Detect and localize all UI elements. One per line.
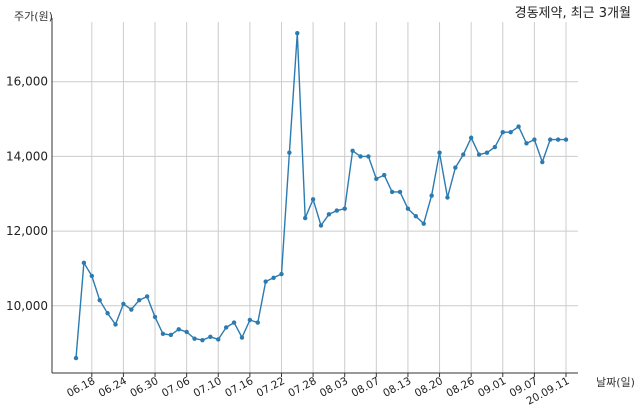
data-point (239, 335, 245, 340)
x-tick-label: 08.20 (413, 375, 445, 400)
data-point (437, 150, 442, 155)
data-point (516, 124, 521, 129)
data-point (421, 221, 426, 226)
data-point (144, 294, 150, 299)
data-point (461, 152, 466, 157)
x-tick-label: 08.07 (350, 375, 382, 400)
data-point (342, 206, 347, 211)
data-point (271, 275, 276, 280)
axes (51, 18, 578, 377)
grid-lines (52, 22, 578, 373)
data-point (397, 189, 403, 195)
data-point (160, 331, 166, 336)
data-point (524, 141, 529, 146)
data-point (168, 332, 174, 338)
data-point (540, 159, 545, 165)
x-axis-label: 날짜(일) (596, 375, 635, 389)
y-tick-labels: 10,000 12,000 14,000 16,000 (6, 75, 48, 313)
data-point (287, 150, 292, 155)
data-point (255, 320, 260, 325)
data-point (129, 307, 134, 312)
data-point (476, 152, 482, 157)
data-point (563, 137, 569, 142)
data-point (302, 215, 308, 221)
data-point (500, 129, 505, 135)
data-point (216, 337, 221, 342)
data-point (382, 172, 387, 178)
x-tick-label: 07.22 (255, 375, 287, 400)
data-point (532, 137, 537, 142)
data-point (453, 165, 458, 170)
data-point (492, 144, 498, 150)
x-tick-label: 06.30 (128, 375, 160, 400)
data-point (445, 195, 450, 200)
data-point (200, 337, 205, 343)
data-point (89, 273, 95, 279)
data-point (366, 154, 371, 159)
data-point (334, 208, 340, 213)
data-points-group (73, 31, 569, 361)
data-point (350, 148, 355, 154)
data-point (176, 327, 181, 332)
data-point (279, 271, 284, 277)
y-tick-label: 12,000 (6, 224, 48, 238)
data-point (508, 129, 513, 135)
data-point (81, 260, 87, 266)
data-point (152, 314, 158, 320)
x-tick-label: 09.01 (476, 375, 508, 400)
data-point (223, 325, 229, 330)
data-point (484, 150, 490, 155)
data-point (97, 297, 102, 303)
data-point (121, 301, 126, 307)
data-point (547, 137, 553, 142)
x-tick-label: 08.03 (318, 375, 350, 400)
data-point (137, 297, 142, 303)
data-point (374, 176, 379, 182)
y-tick-label: 14,000 (6, 149, 48, 163)
data-point (231, 320, 237, 325)
y-tick-label: 16,000 (6, 75, 48, 89)
data-point (105, 311, 110, 316)
data-point (318, 223, 324, 228)
data-point (468, 135, 474, 140)
chart-title: 경동제약, 최근 3개월 (515, 6, 631, 21)
data-point (184, 329, 189, 335)
data-point (208, 334, 213, 339)
data-point (310, 197, 316, 202)
data-point (555, 137, 561, 142)
data-point (413, 213, 419, 219)
data-point (263, 279, 268, 284)
x-tick-label: 08.13 (381, 375, 413, 400)
x-tick-label: 06.24 (97, 375, 129, 400)
data-point (358, 154, 363, 159)
x-tick-labels: 06.18 06.24 06.30 07.06 07.10 07.16 07.22 07.28… (65, 375, 571, 408)
x-tick-label: 07.10 (191, 375, 223, 400)
data-point (295, 31, 300, 36)
x-tick-label: 06.18 (65, 375, 97, 400)
y-axis-label: 주가(원) (14, 10, 53, 23)
x-tick-label: 07.16 (223, 375, 255, 400)
data-point (73, 355, 79, 361)
data-point (429, 193, 434, 198)
x-tick-label: 07.28 (286, 375, 318, 400)
y-tick-label: 10,000 (6, 299, 48, 313)
data-point (192, 336, 197, 341)
data-point (247, 317, 253, 323)
x-tick-label: 07.06 (160, 375, 192, 400)
x-tick-label: 08.26 (444, 375, 476, 400)
data-point (389, 189, 395, 195)
data-point (405, 206, 411, 211)
data-point (326, 212, 332, 217)
data-point (113, 322, 118, 327)
